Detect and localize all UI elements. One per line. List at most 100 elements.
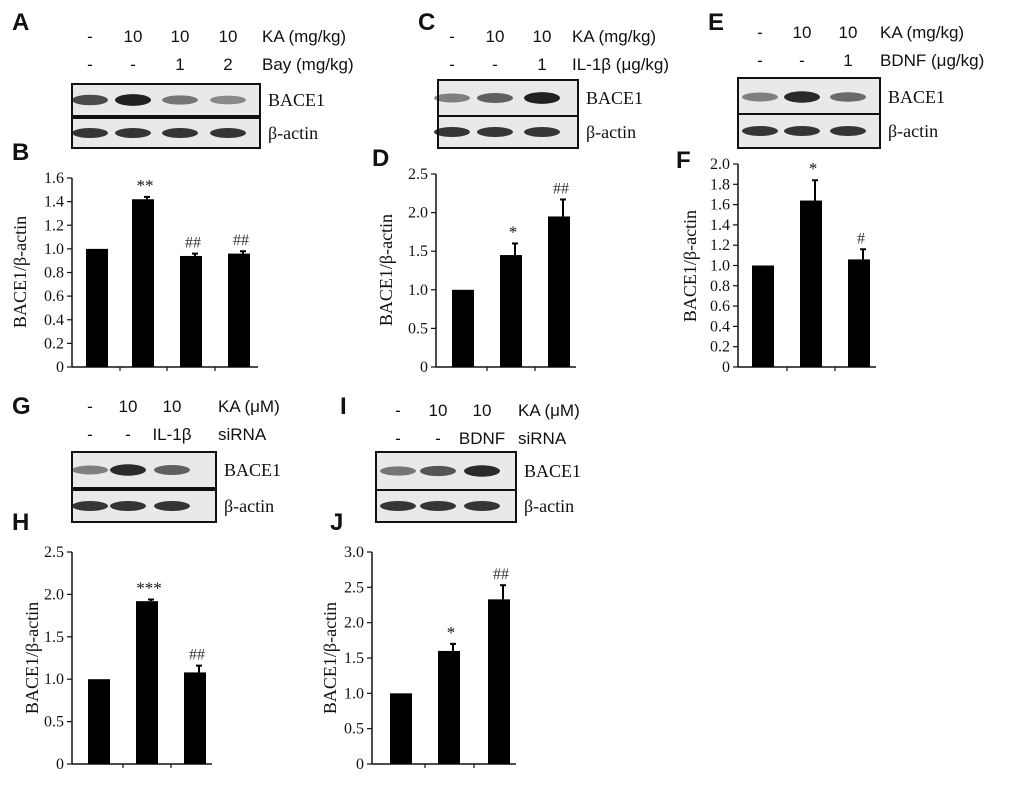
y-tick-label: 1.8 [710, 176, 730, 193]
y-tick-label: 0.4 [44, 312, 64, 329]
blot-band [162, 128, 198, 138]
bar [180, 255, 202, 367]
y-tick-label: 2.5 [44, 544, 64, 561]
treatment-row2-value: BDNF [459, 429, 505, 448]
treatment-dose-label: - [87, 27, 93, 46]
blot-band [110, 464, 146, 476]
bar [438, 650, 460, 764]
y-axis-title: BACE1/β-actin [22, 602, 42, 714]
panel-label-j: J [330, 509, 343, 536]
blot-band [210, 95, 246, 105]
y-tick-label: 0 [722, 359, 730, 376]
treatment-dose-label: 10 [533, 27, 552, 46]
bar-chart-j: J 0 0.5 1.0 1.5 2.0 2.5 3.0 BACE1/β-actin * ## [320, 509, 516, 773]
y-tick-label: 2.0 [408, 205, 428, 222]
treatment-row2-label: siRNA [218, 425, 267, 444]
y-tick-label: 0.5 [344, 721, 364, 738]
treatment-row2-value: - [799, 51, 805, 70]
blot-band [115, 94, 151, 106]
blot-band [434, 93, 470, 103]
treatment-row2-value: - [449, 55, 455, 74]
y-tick-label: 0.2 [710, 339, 730, 356]
y-tick-label: 2.0 [710, 156, 730, 173]
blot-band [477, 93, 513, 103]
beta-actin-label: β-actin [224, 496, 274, 516]
panel-label-i: I [340, 393, 347, 420]
treatment-dose-label: 10 [793, 23, 812, 42]
y-tick-label: 1.0 [408, 282, 428, 299]
y-tick-label: 2.0 [44, 586, 64, 603]
treatment-dose-label: 10 [429, 401, 448, 420]
y-tick-label: 2.5 [408, 166, 428, 183]
blot-band [742, 126, 778, 136]
panel-label-d: D [372, 145, 389, 172]
y-tick-label: 1.0 [344, 685, 364, 702]
blot-band [380, 466, 416, 476]
bace1-label: BACE1 [586, 88, 643, 108]
treatment-row2-value: IL-1β [152, 425, 191, 444]
bar-chart-d: D 0 0.5 1.0 1.5 2.0 2.5 BACE1/β-actin * ## [372, 145, 576, 376]
treatment-dose-label: - [87, 397, 93, 416]
bar [136, 601, 158, 764]
bace1-label: BACE1 [524, 461, 581, 481]
y-tick-label: 3.0 [344, 544, 364, 561]
y-tick-label: 0 [356, 756, 364, 773]
blot-band [154, 501, 190, 511]
significance-label: *** [136, 578, 162, 597]
treatment-row1-label: KA (μM) [518, 401, 580, 420]
treatment-row1-label: KA (mg/kg) [262, 27, 346, 46]
y-tick-label: 2.5 [344, 579, 364, 596]
treatment-dose-label: 10 [839, 23, 858, 42]
y-tick-label: 1.4 [710, 217, 730, 234]
y-tick-label: 0.6 [44, 288, 64, 305]
bar [228, 253, 250, 367]
significance-label: * [809, 159, 818, 178]
bar [548, 216, 570, 367]
y-tick-label: 2.0 [344, 615, 364, 632]
treatment-row2-value: - [87, 425, 93, 444]
bar [452, 289, 474, 367]
treatment-row2-value: 1 [843, 51, 852, 70]
treatment-dose-label: 10 [219, 27, 238, 46]
significance-label: * [447, 623, 456, 642]
blot-band [784, 126, 820, 136]
blot-panel-e: E - 10 10 KA (mg/kg) - - 1 BDNF (μg/kg) BACE1 β-ac… [708, 9, 984, 149]
significance-label: ## [493, 566, 509, 583]
treatment-row2-label: IL-1β (μg/kg) [572, 55, 669, 74]
bace1-label: BACE1 [268, 90, 325, 110]
y-tick-label: 0 [56, 756, 64, 773]
beta-actin-label: β-actin [524, 496, 574, 516]
significance-label: # [857, 230, 865, 247]
treatment-row2-value: - [435, 429, 441, 448]
bar-chart-b: B 0 0.2 0.4 0.6 0.8 1.0 1.2 1.4 1.6 BACE1/β-actin *… [10, 139, 258, 376]
blot-band [210, 128, 246, 138]
bar-chart-f: F 0 0.2 0.4 0.6 0.8 1.0 1.2 1.4 1.6 1.8 2.0 BACE1/β-… [676, 147, 876, 376]
y-tick-label: 1.0 [44, 671, 64, 688]
blot-band [72, 465, 108, 475]
bar [86, 248, 108, 367]
blot-band [524, 127, 560, 137]
y-tick-label: 0 [420, 359, 428, 376]
blot-band [524, 92, 560, 104]
blot-band [464, 501, 500, 511]
panel-label-h: H [12, 509, 29, 536]
y-axis-title: BACE1/β-actin [680, 210, 700, 322]
bar [390, 693, 412, 764]
treatment-row2-value: - [492, 55, 498, 74]
blot-band [830, 126, 866, 136]
significance-label: ## [185, 235, 201, 252]
blot-band [72, 94, 108, 106]
treatment-row2-value: 1 [537, 55, 546, 74]
bar [848, 259, 870, 367]
y-tick-label: 1.6 [44, 170, 64, 187]
bace1-label: BACE1 [888, 87, 945, 107]
treatment-dose-label: 10 [124, 27, 143, 46]
bace1-label: BACE1 [224, 460, 281, 480]
y-tick-label: 1.2 [44, 217, 64, 234]
bar [184, 672, 206, 764]
y-axis-title: BACE1/β-actin [10, 216, 30, 328]
panel-label-c: C [418, 9, 435, 36]
y-tick-label: 0.5 [408, 320, 428, 337]
